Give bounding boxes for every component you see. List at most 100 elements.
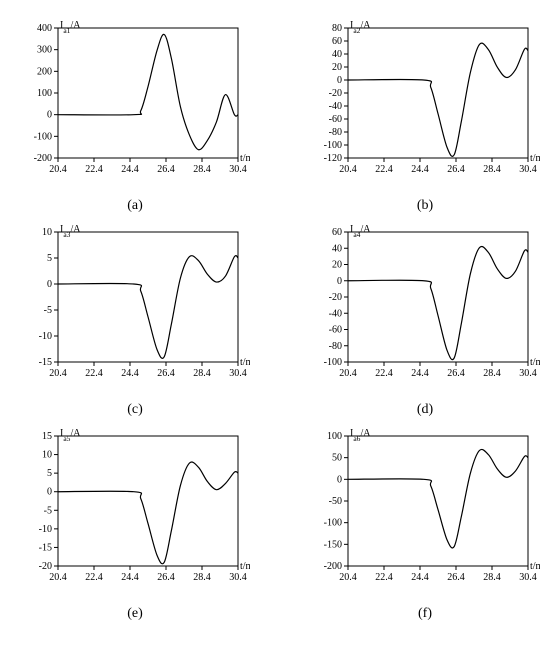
x-tick-label: 28.4 bbox=[483, 368, 501, 379]
x-tick-label: 30.4 bbox=[229, 368, 247, 379]
y-tick-label: -120 bbox=[324, 153, 342, 164]
x-tick-label: 30.4 bbox=[519, 368, 537, 379]
y-tick-label: -50 bbox=[329, 496, 342, 507]
x-tick-label: 30.4 bbox=[229, 572, 247, 583]
x-axis-label: t/ms bbox=[240, 357, 250, 368]
x-tick-label: 22.4 bbox=[85, 368, 103, 379]
y-tick-label: 0 bbox=[47, 279, 52, 290]
chart-caption: (b) bbox=[417, 198, 433, 214]
chart-wrap: -200-100010020030040020.422.424.426.428.… bbox=[20, 20, 250, 190]
chart-cell: -20-15-10-505101520.422.424.426.428.430.… bbox=[10, 428, 260, 622]
y-tick-label: 100 bbox=[327, 431, 342, 442]
x-tick-label: 28.4 bbox=[193, 572, 211, 583]
y-tick-label: -20 bbox=[329, 292, 342, 303]
x-axis-label: t/ms bbox=[240, 561, 250, 572]
y-tick-label: 5 bbox=[47, 253, 52, 264]
chart-wrap: -100-80-60-40-20020406020.422.424.426.42… bbox=[310, 224, 540, 394]
x-tick-label: 24.4 bbox=[411, 368, 429, 379]
x-tick-label: 22.4 bbox=[375, 164, 393, 175]
x-tick-label: 20.4 bbox=[339, 164, 357, 175]
y-tick-label: 0 bbox=[337, 276, 342, 287]
y-tick-label: -40 bbox=[329, 101, 342, 112]
y-tick-label: 60 bbox=[332, 227, 342, 238]
x-axis-label: t/ms bbox=[530, 357, 540, 368]
x-axis-label: t/ms bbox=[530, 561, 540, 572]
chart-wrap: -120-100-80-60-40-2002040608020.422.424.… bbox=[310, 20, 540, 190]
x-tick-label: 30.4 bbox=[519, 572, 537, 583]
chart-svg: -100-80-60-40-20020406020.422.424.426.42… bbox=[310, 224, 540, 394]
y-tick-label: -100 bbox=[324, 140, 342, 151]
chart-svg: -200-100010020030040020.422.424.426.428.… bbox=[20, 20, 250, 190]
y-tick-label: 0 bbox=[47, 110, 52, 121]
plot-area bbox=[348, 28, 528, 158]
plot-area bbox=[58, 436, 238, 566]
chart-caption: (a) bbox=[127, 198, 143, 214]
x-tick-label: 20.4 bbox=[339, 572, 357, 583]
y-tick-label: 15 bbox=[42, 431, 52, 442]
x-tick-label: 24.4 bbox=[121, 368, 139, 379]
x-tick-label: 20.4 bbox=[49, 368, 67, 379]
x-tick-label: 24.4 bbox=[411, 572, 429, 583]
chart-caption: (e) bbox=[127, 606, 143, 622]
y-tick-label: 10 bbox=[42, 227, 52, 238]
y-tick-label: -100 bbox=[324, 518, 342, 529]
chart-cell: -200-150-100-5005010020.422.424.426.428.… bbox=[300, 428, 550, 622]
y-tick-label: -200 bbox=[34, 153, 52, 164]
y-tick-label: -5 bbox=[44, 505, 52, 516]
y-tick-label: 50 bbox=[332, 453, 342, 464]
x-tick-label: 24.4 bbox=[411, 164, 429, 175]
y-tick-label: 20 bbox=[332, 62, 342, 73]
x-tick-label: 28.4 bbox=[483, 164, 501, 175]
y-tick-label: 400 bbox=[37, 23, 52, 34]
x-tick-label: 22.4 bbox=[375, 368, 393, 379]
chart-svg: -15-10-5051020.422.424.426.428.430.4Ia3/… bbox=[20, 224, 250, 394]
y-tick-label: 40 bbox=[332, 49, 342, 60]
chart-wrap: -20-15-10-505101520.422.424.426.428.430.… bbox=[20, 428, 250, 598]
y-tick-label: -100 bbox=[34, 131, 52, 142]
y-tick-label: 100 bbox=[37, 88, 52, 99]
y-tick-label: -60 bbox=[329, 325, 342, 336]
x-tick-label: 24.4 bbox=[121, 572, 139, 583]
chart-caption: (c) bbox=[127, 402, 143, 418]
x-tick-label: 20.4 bbox=[49, 572, 67, 583]
chart-cell: -120-100-80-60-40-2002040608020.422.424.… bbox=[300, 20, 550, 214]
y-tick-label: -60 bbox=[329, 114, 342, 125]
y-tick-label: -80 bbox=[329, 341, 342, 352]
x-tick-label: 22.4 bbox=[375, 572, 393, 583]
plot-area bbox=[348, 436, 528, 566]
chart-caption: (d) bbox=[417, 402, 433, 418]
plot-area bbox=[58, 28, 238, 158]
x-tick-label: 20.4 bbox=[49, 164, 67, 175]
y-tick-label: -10 bbox=[39, 524, 52, 535]
x-tick-label: 28.4 bbox=[483, 572, 501, 583]
x-tick-label: 26.4 bbox=[157, 368, 175, 379]
y-tick-label: 0 bbox=[337, 75, 342, 86]
plot-area bbox=[58, 232, 238, 362]
x-axis-label: t/ms bbox=[530, 153, 540, 164]
x-tick-label: 26.4 bbox=[447, 164, 465, 175]
y-tick-label: -200 bbox=[324, 561, 342, 572]
y-tick-label: 80 bbox=[332, 23, 342, 34]
y-tick-label: 40 bbox=[332, 243, 342, 254]
plot-area bbox=[348, 232, 528, 362]
x-tick-label: 24.4 bbox=[121, 164, 139, 175]
y-tick-label: -15 bbox=[39, 357, 52, 368]
y-tick-label: -100 bbox=[324, 357, 342, 368]
x-tick-label: 26.4 bbox=[157, 572, 175, 583]
y-tick-label: 10 bbox=[42, 450, 52, 461]
x-tick-label: 20.4 bbox=[339, 368, 357, 379]
y-tick-label: -5 bbox=[44, 305, 52, 316]
y-tick-label: 5 bbox=[47, 468, 52, 479]
y-tick-label: -80 bbox=[329, 127, 342, 138]
x-tick-label: 26.4 bbox=[157, 164, 175, 175]
x-tick-label: 30.4 bbox=[229, 164, 247, 175]
y-tick-label: 300 bbox=[37, 45, 52, 56]
chart-svg: -200-150-100-5005010020.422.424.426.428.… bbox=[310, 428, 540, 598]
x-tick-label: 22.4 bbox=[85, 164, 103, 175]
y-tick-label: 20 bbox=[332, 260, 342, 271]
x-tick-label: 28.4 bbox=[193, 368, 211, 379]
x-tick-label: 26.4 bbox=[447, 572, 465, 583]
x-axis-label: t/ms bbox=[240, 153, 250, 164]
x-tick-label: 28.4 bbox=[193, 164, 211, 175]
x-tick-label: 26.4 bbox=[447, 368, 465, 379]
